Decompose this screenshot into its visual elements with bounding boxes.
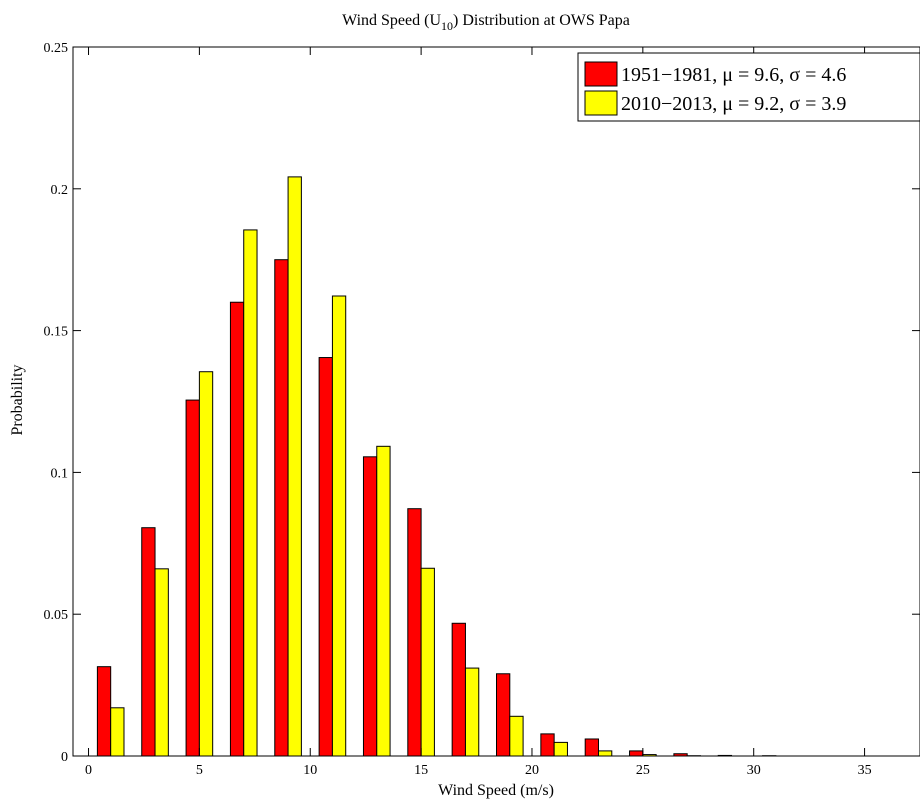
legend-swatch-1951-1981 [584,61,618,87]
bar-series0-bin2 [185,399,200,757]
y-tick-label-0.1: 0.1 [51,466,69,481]
bar-series0-bin1 [141,527,156,757]
bar-series1-bin3 [243,229,258,757]
x-tick-label-30: 30 [747,763,761,778]
y-tick-label-0.2: 0.2 [51,183,69,198]
bar-series1-bin9 [509,715,524,757]
bar-series1-bin0 [110,707,125,757]
bar-series0-bin9 [496,673,511,757]
bar-series1-bin8 [464,667,480,757]
x-tick-label-10: 10 [303,763,317,778]
legend-label-2010-2013: 2010−2013, μ = 9.2, σ = 3.9 [621,93,846,115]
bar-series1-bin2 [198,371,214,757]
x-tick-label-20: 20 [525,763,539,778]
bar-series0-bin3 [229,301,245,757]
y-tick-label-0.25: 0.25 [44,41,69,56]
legend-box [577,52,920,122]
title-subscript: 10 [441,19,453,33]
y-tick-label-0.05: 0.05 [44,608,69,623]
x-tick-label-5: 5 [196,763,203,778]
bar-series1-bin11 [597,750,613,757]
bar-series0-bin5 [318,357,333,757]
bar-series0-bin7 [407,508,422,757]
plot-frame [72,46,920,757]
bar-series0-bin11 [584,738,599,757]
bar-series0-bin4 [274,259,289,757]
x-tick-label-35: 35 [858,763,872,778]
x-tick-label-15: 15 [414,763,428,778]
chart-title: Wind Speed (U10) Distribution at OWS Pap… [342,12,630,33]
bar-series1-bin10 [553,741,568,757]
bar-series0-bin10 [540,733,555,757]
x-axis-label: Wind Speed (m/s) [438,782,554,799]
legend-label-1951-1981: 1951−1981, μ = 9.6, σ = 4.6 [621,64,846,86]
bar-series0-bin8 [451,622,466,757]
legend: 1951−1981, μ = 9.6, σ = 4.6 2010−2013, μ… [577,52,920,122]
legend-swatch-2010-2013 [584,90,618,116]
bar-series0-bin12 [629,750,644,757]
axis-ticks: 0 5 10 15 20 25 30 35 0 0.05 0.1 0.15 0.2 0.25 [44,41,920,778]
y-tick-label-0: 0 [61,750,68,765]
bar-series1-bin6 [376,445,391,757]
bar-series1-bin5 [331,295,347,757]
bar-series1-bin4 [287,176,302,757]
x-tick-label-0: 0 [85,763,92,778]
title-main: Wind Speed (U [342,12,441,29]
bar-series0-bin0 [96,666,112,757]
bar-series1-bin7 [420,567,435,757]
x-tick-label-25: 25 [636,763,650,778]
y-tick-label-0.15: 0.15 [44,325,69,340]
bar-series1-bin1 [154,568,169,757]
y-axis-label: Probability [9,364,26,435]
bar-series0-bin6 [362,456,378,757]
title-rest: ) Distribution at OWS Papa [453,12,630,29]
bars-group [96,176,777,757]
